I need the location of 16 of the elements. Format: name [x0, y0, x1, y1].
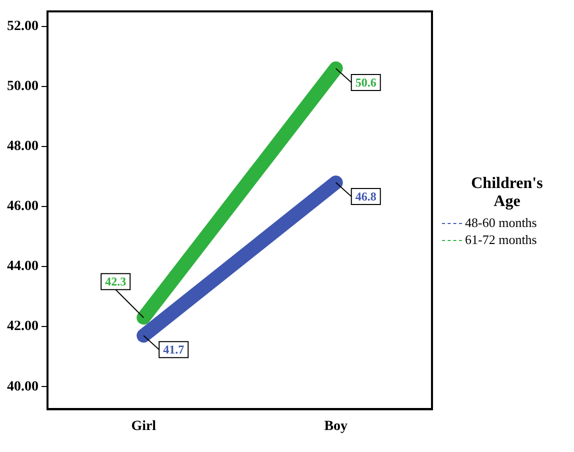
data-label: 42.3: [105, 274, 126, 289]
legend-title: Children's Age: [470, 175, 544, 211]
legend-label: 48-60 months: [465, 215, 537, 231]
x-tick-label: Boy: [324, 419, 348, 434]
data-label: 50.6: [355, 76, 376, 90]
y-tick-label: 46.00: [7, 199, 38, 214]
data-label: 46.8: [355, 190, 376, 204]
y-tick-label: 48.00: [7, 139, 38, 154]
y-tick-label: 40.00: [7, 379, 38, 394]
data-label: 41.7: [163, 342, 184, 357]
y-tick-label: 52.00: [7, 19, 38, 34]
y-tick-label: 50.00: [7, 79, 38, 94]
legend-label: 61-72 months: [465, 232, 537, 248]
x-tick-label: Girl: [131, 419, 156, 434]
y-tick-label: 42.00: [7, 319, 38, 334]
y-tick-label: 44.00: [7, 259, 38, 274]
